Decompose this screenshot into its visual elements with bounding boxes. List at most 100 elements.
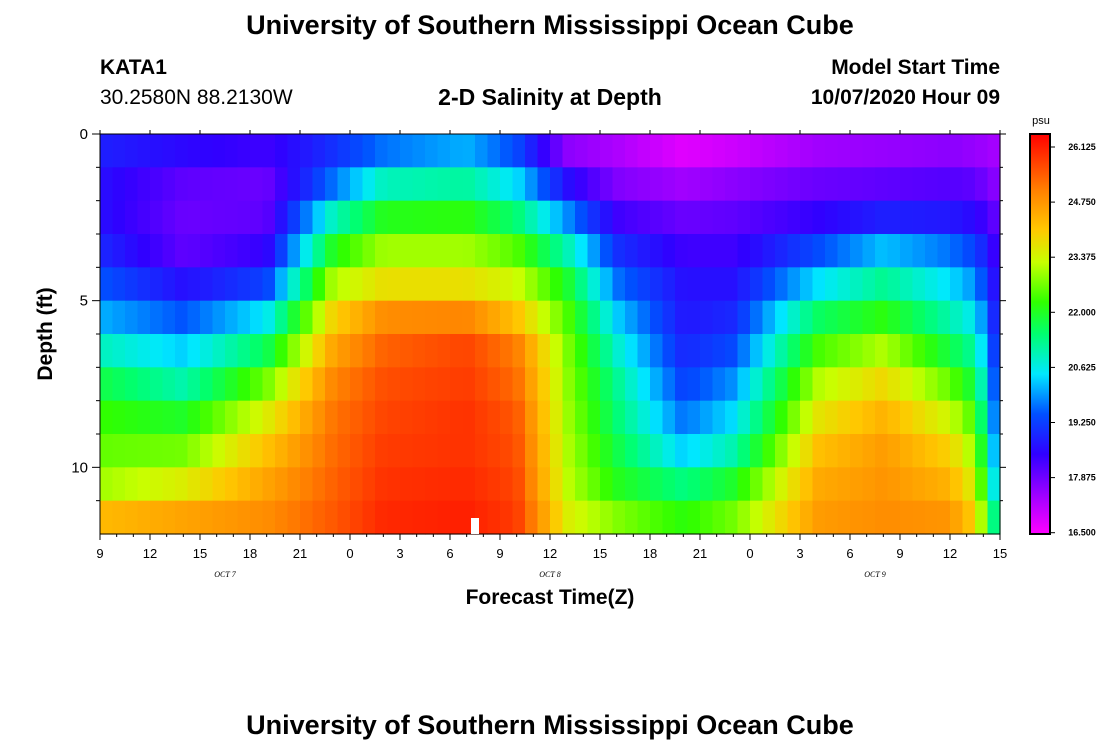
heatmap-cell	[400, 234, 414, 268]
heatmap-cell	[550, 367, 564, 402]
heatmap-cell	[712, 300, 726, 335]
heatmap-cell	[925, 300, 939, 335]
heatmap-cell	[850, 200, 864, 235]
heatmap-cell	[425, 434, 439, 468]
heatmap-cell	[137, 300, 151, 335]
heatmap-cell	[850, 500, 864, 535]
heatmap-cell	[450, 467, 464, 502]
heatmap-cell	[962, 467, 976, 502]
heatmap-cell	[512, 400, 526, 435]
heatmap-cell	[812, 400, 826, 435]
heatmap-cell	[287, 334, 301, 368]
heatmap-cell	[625, 434, 639, 468]
heatmap-cell	[212, 334, 226, 368]
heatmap-cell	[225, 500, 239, 535]
heatmap-cell	[475, 334, 489, 368]
heatmap-cell	[825, 500, 839, 535]
heatmap-cell	[237, 134, 251, 168]
heatmap-cell	[562, 300, 576, 335]
heatmap-cell	[675, 400, 689, 435]
heatmap-cell	[162, 367, 176, 402]
heatmap-cell	[887, 300, 901, 335]
heatmap-cell	[262, 367, 276, 402]
heatmap-cell	[762, 434, 776, 468]
heatmap-cell	[112, 234, 126, 268]
heatmap-cell	[737, 167, 751, 202]
heatmap-cell	[187, 200, 201, 235]
heatmap-cell	[387, 234, 401, 268]
heatmap-cell	[537, 167, 551, 202]
heatmap-cell	[175, 167, 189, 202]
heatmap-cell	[750, 367, 764, 402]
heatmap-cell	[762, 167, 776, 202]
heatmap-cell	[987, 167, 1001, 202]
heatmap-cell	[587, 500, 601, 535]
heatmap-cell	[975, 334, 989, 368]
heatmap-cell	[825, 134, 839, 168]
heatmap-cell	[962, 500, 976, 535]
heatmap-cell	[600, 500, 614, 535]
heatmap-cell	[525, 434, 539, 468]
heatmap-cell	[737, 200, 751, 235]
heatmap-cell	[487, 367, 501, 402]
heatmap-cell	[362, 334, 376, 368]
heatmap-cell	[262, 400, 276, 435]
heatmap-cell	[762, 500, 776, 535]
heatmap-cell	[200, 200, 214, 235]
heatmap-cell	[100, 334, 114, 368]
heatmap-cell	[625, 300, 639, 335]
heatmap-cell	[650, 134, 664, 168]
heatmap-cell	[687, 500, 701, 535]
heatmap-cell	[975, 200, 989, 235]
heatmap-cell	[100, 167, 114, 202]
heatmap-cell	[725, 467, 739, 502]
heatmap-cell	[762, 334, 776, 368]
heatmap-cell	[637, 300, 651, 335]
heatmap-cell	[850, 167, 864, 202]
heatmap-cell	[587, 434, 601, 468]
heatmap-cell	[412, 300, 426, 335]
heatmap-cell	[862, 267, 876, 302]
heatmap-cell	[737, 500, 751, 535]
heatmap-cell	[937, 367, 951, 402]
heatmap-cell	[637, 200, 651, 235]
heatmap-cell	[225, 234, 239, 268]
heatmap-cell	[112, 267, 126, 302]
heatmap-cell	[512, 367, 526, 402]
heatmap-cell	[450, 334, 464, 368]
heatmap-cell	[412, 134, 426, 168]
heatmap-cell	[687, 200, 701, 235]
heatmap-cell	[162, 500, 176, 535]
heatmap-cell	[625, 200, 639, 235]
heatmap-cell	[475, 134, 489, 168]
heatmap-cell	[637, 400, 651, 435]
heatmap-cell	[875, 334, 889, 368]
heatmap-cell	[275, 134, 289, 168]
heatmap-cell	[587, 234, 601, 268]
heatmap-cell	[250, 234, 264, 268]
heatmap-cell	[775, 167, 789, 202]
heatmap-cell	[575, 167, 589, 202]
heatmap-cell	[737, 434, 751, 468]
heatmap-cell	[662, 400, 676, 435]
heatmap-cell	[875, 167, 889, 202]
heatmap-cell	[100, 200, 114, 235]
heatmap-cell	[900, 300, 914, 335]
heatmap-cell	[650, 367, 664, 402]
heatmap-cell	[587, 334, 601, 368]
heatmap-cell	[487, 267, 501, 302]
heatmap-cell	[175, 500, 189, 535]
heatmap-cell	[550, 200, 564, 235]
heatmap-cell	[675, 134, 689, 168]
heatmap-cell	[662, 234, 676, 268]
heatmap-cell	[800, 200, 814, 235]
heatmap-cell	[937, 300, 951, 335]
heatmap-cell	[912, 434, 926, 468]
heatmap-cell	[725, 234, 739, 268]
heatmap-cell	[125, 367, 139, 402]
heatmap-cell	[462, 267, 476, 302]
heatmap-cell	[537, 500, 551, 535]
heatmap-cell	[812, 434, 826, 468]
y-tick-label: 10	[71, 459, 88, 476]
x-tick-label: 9	[896, 546, 903, 561]
